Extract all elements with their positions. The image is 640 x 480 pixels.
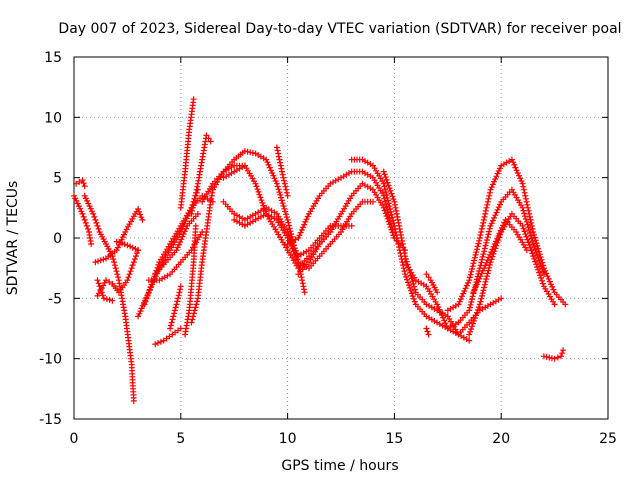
- y-tick-label: 10: [44, 110, 62, 126]
- x-tick-label: 10: [279, 431, 297, 447]
- series-track-33: [466, 210, 558, 338]
- y-tick-label: 15: [44, 50, 62, 66]
- series-track-7: [113, 238, 142, 254]
- x-tick-label: 25: [599, 431, 617, 447]
- data-marks: [71, 96, 569, 404]
- point-markers: [348, 156, 462, 332]
- point-markers: [94, 277, 116, 304]
- series-track-12: [152, 325, 184, 348]
- x-tick-labels: 0 5 10 15 20 25: [70, 431, 617, 447]
- point-markers: [94, 247, 142, 299]
- x-tick-label: 0: [70, 431, 79, 447]
- point-markers: [455, 186, 547, 326]
- series-track-32: [455, 186, 547, 326]
- y-axis-title: SDTVAR / TECUs: [5, 181, 21, 296]
- y-tick-label: -5: [48, 291, 62, 307]
- point-markers: [188, 132, 214, 217]
- x-axis-title: GPS time / hours: [281, 458, 398, 474]
- point-markers: [295, 180, 409, 278]
- series-track-34: [470, 216, 530, 296]
- series-track-2: [73, 177, 88, 190]
- point-markers: [182, 222, 199, 338]
- series-track-13: [167, 283, 184, 332]
- point-markers: [177, 96, 197, 211]
- chart-title: Day 007 of 2023, Sidereal Day-to-day VTE…: [58, 21, 621, 37]
- y-tick-label: -10: [39, 352, 62, 368]
- y-tick-label: -15: [39, 412, 62, 428]
- series-track-30: [423, 325, 432, 338]
- series-track-1: [71, 192, 95, 247]
- y-tick-label: 0: [53, 231, 62, 247]
- point-markers: [152, 210, 201, 278]
- axis-ticks: [73, 56, 609, 420]
- series-track-14: [177, 96, 197, 211]
- point-markers: [423, 271, 441, 296]
- point-markers: [73, 177, 88, 190]
- point-markers: [113, 238, 142, 254]
- point-markers: [92, 206, 146, 266]
- y-tick-label: 5: [53, 171, 62, 187]
- series-track-11: [152, 210, 201, 278]
- series-track-15: [182, 222, 199, 338]
- series-track-31: [444, 156, 569, 314]
- x-tick-label: 5: [176, 431, 185, 447]
- point-markers: [231, 198, 376, 272]
- point-markers: [273, 144, 291, 199]
- point-markers: [466, 210, 558, 338]
- series-track-29: [423, 271, 441, 296]
- series-track-5: [94, 247, 142, 299]
- series-track-22: [231, 198, 376, 272]
- series-track-26: [348, 156, 462, 332]
- series-track-25: [295, 180, 409, 278]
- point-markers: [423, 325, 432, 338]
- series-track-6: [94, 277, 116, 304]
- y-tick-labels: -15 -10 -5 0 5 10 15: [39, 50, 62, 428]
- series-track-35: [540, 347, 567, 362]
- point-markers: [540, 347, 567, 362]
- series-track-17: [188, 132, 214, 217]
- series-track-16: [188, 186, 216, 326]
- series-track-3: [81, 192, 137, 404]
- x-tick-label: 20: [492, 431, 510, 447]
- point-markers: [444, 156, 569, 314]
- point-markers: [470, 216, 530, 296]
- point-markers: [167, 283, 184, 332]
- x-tick-label: 15: [385, 431, 403, 447]
- point-markers: [81, 192, 137, 404]
- series-track-4: [92, 206, 146, 266]
- point-markers: [152, 325, 184, 348]
- point-markers: [188, 186, 216, 326]
- series-track-23: [273, 144, 291, 199]
- point-markers: [71, 192, 95, 247]
